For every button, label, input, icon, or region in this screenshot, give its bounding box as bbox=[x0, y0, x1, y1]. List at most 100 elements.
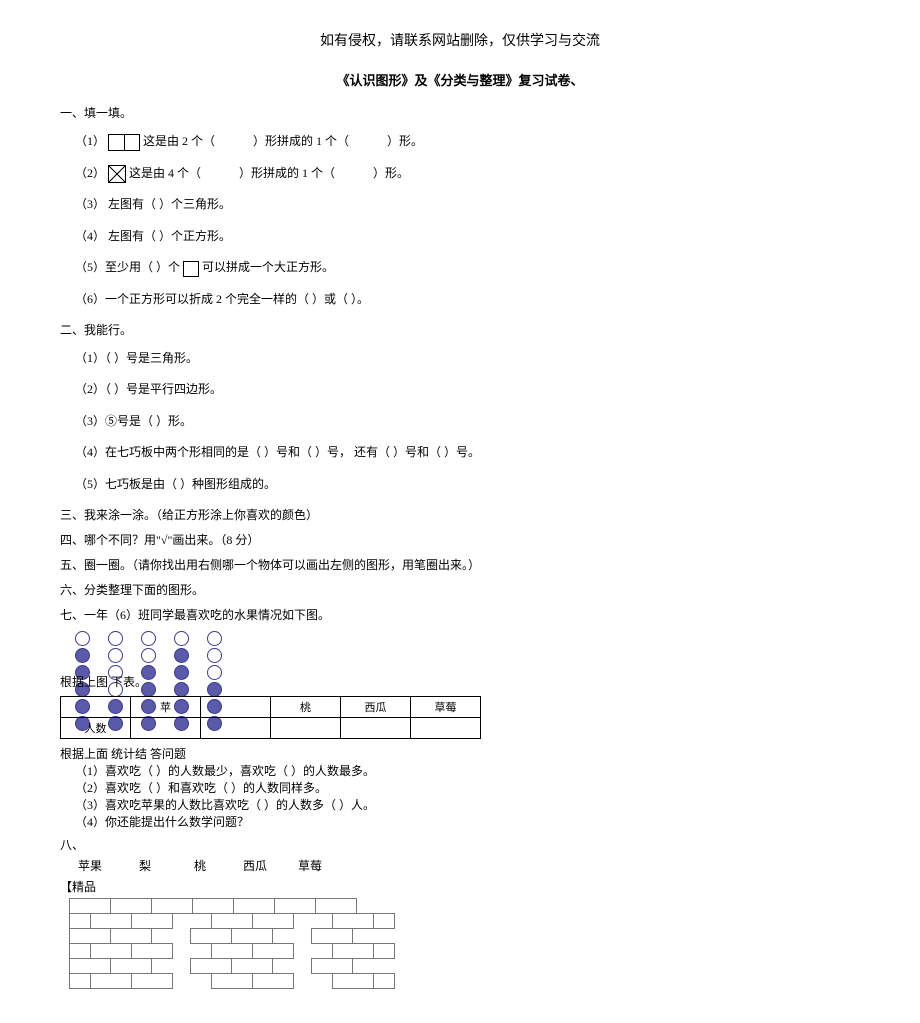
x-square-icon bbox=[108, 165, 126, 183]
fruit-chart: 根据上图 下表。 苹桃西瓜草莓 人数 根据上面 统计结 答问题 （1）喜欢吃（ … bbox=[60, 631, 860, 731]
brick bbox=[252, 973, 294, 989]
brick bbox=[90, 973, 132, 989]
brick-gap bbox=[293, 973, 333, 987]
q1-2: （2） 这是由 4 个（ ）形拼成的 1 个（ ）形。 bbox=[75, 163, 860, 185]
brick bbox=[274, 898, 316, 914]
chart-dot bbox=[75, 631, 90, 646]
chart-dot bbox=[108, 631, 123, 646]
section-7-heading: 七、一年（6）班同学最喜欢吃的水果情况如下图。 bbox=[60, 606, 860, 623]
q2-text-d: ）形。 bbox=[373, 166, 409, 180]
q1-text-b: 这是由 2 个（ bbox=[143, 134, 215, 148]
brick bbox=[69, 958, 111, 974]
section-2-heading: 二、我能行。 bbox=[60, 321, 860, 338]
brick bbox=[69, 928, 111, 944]
brick bbox=[190, 928, 232, 944]
table-header-cell: 苹 bbox=[131, 696, 201, 717]
row-label: 人数 bbox=[61, 717, 131, 738]
brick-gap bbox=[151, 958, 191, 972]
header-note: 如有侵权，请联系网站删除，仅供学习与交流 bbox=[60, 30, 860, 50]
section-1-heading: 一、填一填。 bbox=[60, 104, 860, 121]
brick-gap bbox=[272, 928, 312, 942]
section-3: 三、我来涂一涂。（给正方形涂上你喜欢的颜色） bbox=[60, 506, 860, 523]
fruit-label: 草莓 bbox=[290, 857, 330, 874]
q1-text-c: ）形拼成的 1 个（ bbox=[253, 134, 349, 148]
q7-3: （3）喜欢吃苹果的人数比喜欢吃（ ）的人数多（ ）人。 bbox=[75, 796, 481, 813]
brick bbox=[311, 928, 353, 944]
brick-gap bbox=[172, 973, 212, 987]
table-cell bbox=[131, 717, 201, 738]
after-c: 答问题 bbox=[150, 747, 186, 761]
brick bbox=[315, 898, 357, 914]
table-cell bbox=[201, 717, 271, 738]
brick bbox=[252, 913, 294, 929]
q2-2: （2）（ ）号是平行四边形。 bbox=[75, 379, 860, 401]
fruit-label: 苹果 bbox=[70, 857, 110, 874]
brick bbox=[231, 928, 273, 944]
q7-2: （2）喜欢吃（ ）和喜欢吃（ ）的人数同样多。 bbox=[75, 779, 481, 796]
q1-label: （1） bbox=[75, 134, 105, 148]
q2-5: （5）七巧板是由（ ）种图形组成的。 bbox=[75, 474, 860, 496]
q2-label: （2） bbox=[75, 166, 105, 180]
table-header-cell: 草莓 bbox=[411, 696, 481, 717]
chart-dot bbox=[207, 648, 222, 663]
brick-wall bbox=[60, 899, 481, 989]
after-b: 统计结 bbox=[111, 747, 147, 761]
table-cell bbox=[411, 717, 481, 738]
fruit-label: 梨 bbox=[125, 857, 165, 874]
q1-3: （3） 左图有（ ）个三角形。 bbox=[75, 194, 860, 216]
fruit-label: 桃 bbox=[180, 857, 220, 874]
q1-6: （6）一个正方形可以折成 2 个完全一样的（ ）或（ ）。 bbox=[75, 289, 860, 311]
page-title: 《认识图形》及《分类与整理》复习试卷、 bbox=[60, 70, 860, 89]
chart-dot bbox=[108, 648, 123, 663]
brick bbox=[192, 898, 234, 914]
brick bbox=[233, 898, 275, 914]
brick bbox=[231, 958, 273, 974]
table-header-cell bbox=[61, 696, 131, 717]
chart-dot bbox=[141, 631, 156, 646]
square-icon bbox=[183, 261, 199, 277]
after-a: 根据上面 bbox=[60, 747, 108, 761]
section-5: 五、圈一圈。（请你找出用右侧哪一个物体可以画出左侧的图形，用笔圈出来。） bbox=[60, 556, 860, 573]
table-header-cell bbox=[201, 696, 271, 717]
brick-gap bbox=[293, 943, 333, 957]
brick bbox=[190, 958, 232, 974]
brick bbox=[151, 898, 193, 914]
chart-dot bbox=[174, 648, 189, 663]
brick bbox=[311, 958, 353, 974]
brick-gap bbox=[293, 913, 333, 927]
brick bbox=[110, 958, 152, 974]
chart-dot bbox=[75, 648, 90, 663]
section-8: 八、 bbox=[60, 838, 84, 852]
brick bbox=[332, 943, 374, 959]
q5-text-a: （5）至少用（ ）个 bbox=[75, 260, 180, 274]
result-table: 苹桃西瓜草莓 人数 bbox=[60, 696, 481, 739]
q2-1: （1）（ ）号是三角形。 bbox=[75, 348, 860, 370]
chart-dot bbox=[174, 631, 189, 646]
brick bbox=[332, 973, 374, 989]
section-6: 六、分类整理下面的图形。 bbox=[60, 581, 860, 598]
brick-gap bbox=[272, 958, 312, 972]
chart-dot bbox=[141, 648, 156, 663]
brick bbox=[131, 973, 173, 989]
q1-5: （5）至少用（ ）个 可以拼成一个大正方形。 bbox=[75, 257, 860, 279]
table-note-b: 下表。 bbox=[111, 675, 147, 689]
fruit-labels: 苹果梨桃西瓜草莓 bbox=[60, 857, 481, 874]
section-4: 四、哪个不同？用"√"画出来。（8 分） bbox=[60, 531, 860, 548]
table-header-cell: 西瓜 bbox=[341, 696, 411, 717]
q1-4: （4） 左图有（ ）个正方形。 bbox=[75, 226, 860, 248]
footer-text: 【精品 bbox=[60, 880, 96, 894]
brick bbox=[211, 973, 253, 989]
brick bbox=[131, 913, 173, 929]
brick bbox=[110, 898, 152, 914]
brick bbox=[69, 898, 111, 914]
brick bbox=[90, 943, 132, 959]
q1-1: （1） 这是由 2 个（ ）形拼成的 1 个（ ）形。 bbox=[75, 131, 860, 153]
chart-dot bbox=[207, 631, 222, 646]
brick bbox=[131, 943, 173, 959]
q1-text-d: ）形。 bbox=[387, 134, 423, 148]
q2-4: （4）在七巧板中两个形相同的是（ ）号和（ ）号， 还有（ ）号和（ ）号。 bbox=[75, 442, 860, 464]
brick bbox=[211, 913, 253, 929]
two-square-icon bbox=[108, 134, 140, 151]
brick-gap bbox=[151, 928, 191, 942]
q2-text-c: ）形拼成的 1 个（ bbox=[239, 166, 335, 180]
